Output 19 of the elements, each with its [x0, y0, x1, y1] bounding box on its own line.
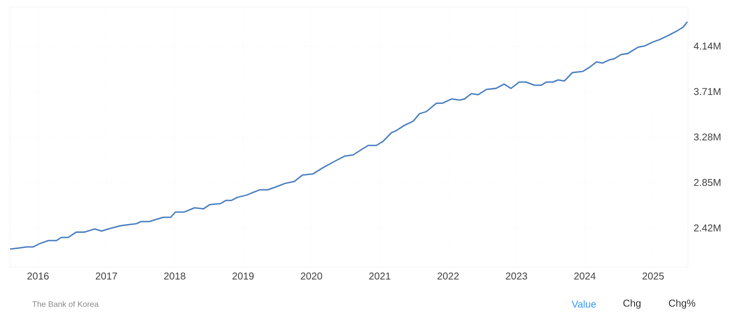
text: Chg — [623, 299, 641, 309]
x-tick-label: 2017 — [96, 272, 117, 280]
x-tick-label: 2025 — [642, 272, 664, 280]
text: Chg% — [668, 299, 696, 309]
y-tick-label: 3.71M — [694, 88, 720, 96]
x-tick-label: 2024 — [574, 272, 596, 280]
x-tick-label: 2023 — [506, 272, 528, 280]
x-tick-label: 2018 — [164, 272, 186, 280]
x-tick-label: 2022 — [438, 272, 459, 280]
line-series — [10, 21, 688, 250]
y-tick-label: 4.14M — [694, 42, 720, 50]
text: Value — [572, 300, 596, 308]
x-tick-label: 2016 — [27, 272, 49, 280]
y-tick-label: 2.85M — [694, 178, 720, 186]
y-tick-label: 2.42M — [694, 224, 720, 232]
x-tick-label: 2020 — [300, 272, 322, 280]
y-tick-label: 3.28M — [694, 133, 720, 141]
x-tick-label: 2021 — [369, 272, 390, 280]
x-tick-label: 2019 — [232, 272, 254, 280]
